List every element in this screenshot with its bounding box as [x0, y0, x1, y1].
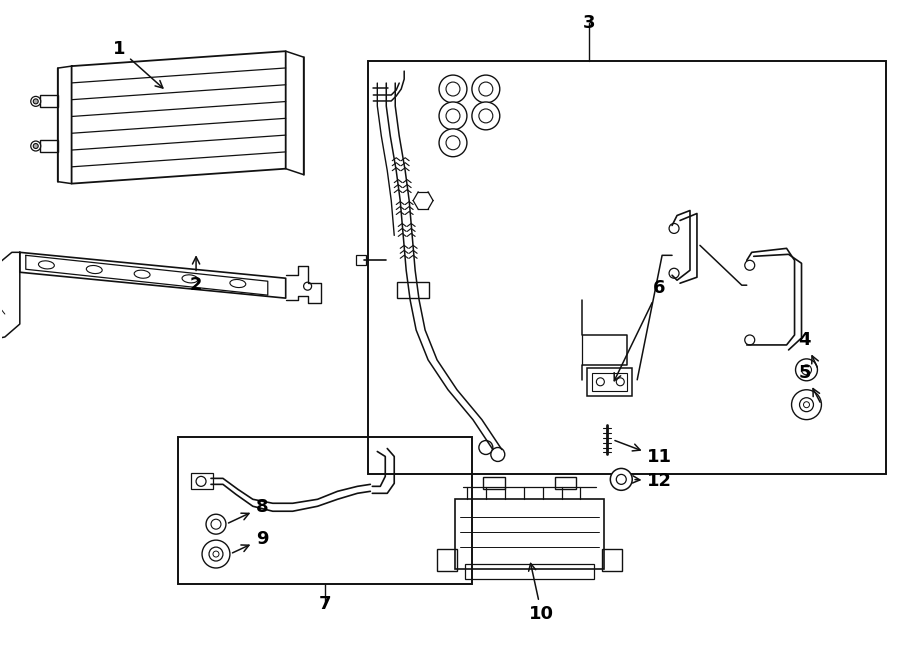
- Ellipse shape: [182, 275, 198, 283]
- Circle shape: [479, 109, 493, 123]
- Circle shape: [206, 514, 226, 534]
- Circle shape: [669, 224, 679, 234]
- Circle shape: [446, 136, 460, 150]
- Bar: [397, 282, 429, 298]
- Circle shape: [202, 540, 230, 568]
- Circle shape: [209, 547, 223, 561]
- Circle shape: [745, 260, 755, 270]
- Circle shape: [616, 378, 625, 386]
- Circle shape: [597, 378, 604, 386]
- Circle shape: [799, 398, 814, 412]
- Bar: [40, 140, 58, 152]
- Circle shape: [802, 365, 812, 375]
- Text: 2: 2: [190, 257, 203, 294]
- Circle shape: [669, 268, 679, 278]
- Text: 7: 7: [319, 595, 331, 613]
- Circle shape: [446, 82, 460, 96]
- Circle shape: [213, 551, 219, 557]
- Text: 4: 4: [798, 331, 818, 367]
- Text: 5: 5: [798, 364, 820, 402]
- Circle shape: [31, 97, 40, 107]
- Circle shape: [33, 99, 38, 104]
- Ellipse shape: [230, 279, 246, 287]
- Text: 3: 3: [583, 15, 596, 32]
- Text: 9: 9: [232, 530, 268, 553]
- Circle shape: [804, 402, 809, 408]
- Bar: [191, 473, 213, 489]
- Bar: [554, 477, 577, 489]
- Bar: [465, 564, 594, 579]
- Circle shape: [472, 102, 500, 130]
- Circle shape: [479, 82, 493, 96]
- Bar: [356, 256, 366, 265]
- Circle shape: [796, 359, 817, 381]
- Circle shape: [303, 282, 311, 290]
- Bar: [178, 436, 472, 584]
- Bar: [588, 368, 632, 396]
- Circle shape: [439, 129, 467, 157]
- Ellipse shape: [39, 261, 54, 269]
- Circle shape: [610, 469, 632, 491]
- Text: 6: 6: [614, 279, 665, 381]
- Circle shape: [616, 475, 626, 485]
- Bar: [368, 61, 886, 475]
- Bar: [40, 95, 58, 107]
- Text: 11: 11: [615, 440, 672, 467]
- Bar: [483, 477, 505, 489]
- Text: 10: 10: [528, 563, 554, 623]
- Ellipse shape: [86, 265, 103, 273]
- Bar: [592, 373, 627, 391]
- Circle shape: [196, 477, 206, 487]
- Text: 8: 8: [229, 498, 268, 523]
- Circle shape: [479, 440, 493, 455]
- Circle shape: [439, 75, 467, 103]
- Circle shape: [745, 335, 755, 345]
- Bar: [437, 549, 457, 571]
- Circle shape: [472, 75, 500, 103]
- Circle shape: [439, 102, 467, 130]
- Circle shape: [31, 141, 40, 151]
- Text: 12: 12: [633, 473, 672, 491]
- Circle shape: [491, 448, 505, 461]
- Circle shape: [446, 109, 460, 123]
- Text: 1: 1: [113, 40, 163, 88]
- Ellipse shape: [134, 270, 150, 278]
- Circle shape: [792, 390, 822, 420]
- Circle shape: [33, 144, 38, 148]
- Circle shape: [211, 519, 221, 529]
- Bar: [602, 549, 622, 571]
- Bar: [455, 499, 604, 569]
